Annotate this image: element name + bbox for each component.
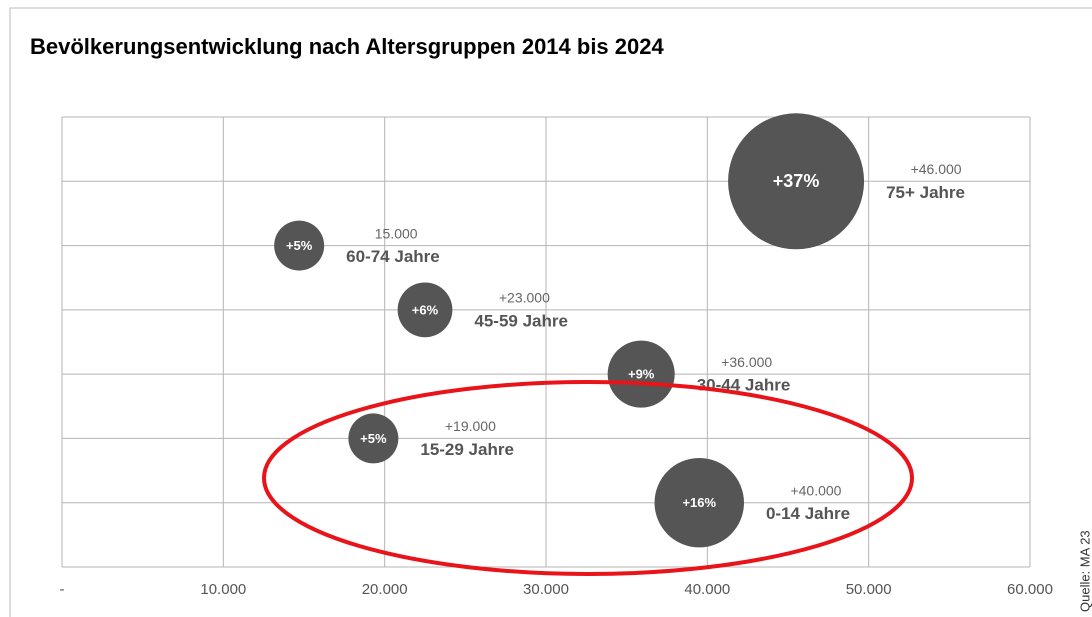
group-label: 45-59 Jahre (474, 311, 568, 330)
x-tick-label: 10.000 (200, 581, 246, 598)
bubble-label: +16% (682, 495, 716, 510)
group-label: 15-29 Jahre (420, 440, 514, 459)
increase-label: +40.000 (790, 482, 841, 498)
increase-label: 15.000 (375, 225, 418, 241)
increase-label: +46.000 (911, 161, 962, 177)
x-tick-label: - (60, 581, 65, 598)
bubble (654, 457, 744, 548)
bubble-label: +6% (412, 302, 439, 317)
marks: +16% +40.000 0-14 Jahre +5% +19.000 15-29 Jah… (274, 113, 965, 548)
bubble-label: +37% (773, 171, 820, 191)
bubble (348, 413, 399, 464)
bubble (274, 220, 325, 271)
x-tick-label: 20.000 (362, 581, 408, 598)
x-tick-label: 40.000 (684, 581, 730, 598)
grid: - 10.000 20.000 30.000 40.000 50.000 60.000 (60, 116, 1053, 598)
group-label: 75+ Jahre (886, 183, 965, 202)
x-tick-label: 30.000 (523, 581, 569, 598)
bubble-label: +9% (628, 367, 655, 382)
bubble-label: +5% (286, 238, 313, 253)
group-label: 0-14 Jahre (766, 504, 850, 523)
increase-label: +23.000 (499, 290, 550, 306)
chart-frame (9, 7, 1092, 617)
x-tick-label: 60.000 (1007, 581, 1053, 598)
group-label: 60-74 Jahre (346, 247, 440, 266)
increase-label: +19.000 (445, 418, 496, 434)
bubble-label: +5% (360, 431, 387, 446)
chart-title: Bevölkerungsentwicklung nach Altersgrupp… (30, 34, 664, 59)
x-tick-label: 50.000 (846, 581, 892, 598)
bubble (607, 340, 675, 408)
highlight-ellipse (262, 380, 914, 576)
increase-label: +36.000 (721, 354, 772, 370)
source-note: Quelle: MA 23 (1077, 530, 1092, 612)
bubble (397, 282, 453, 338)
bubble (728, 113, 865, 250)
